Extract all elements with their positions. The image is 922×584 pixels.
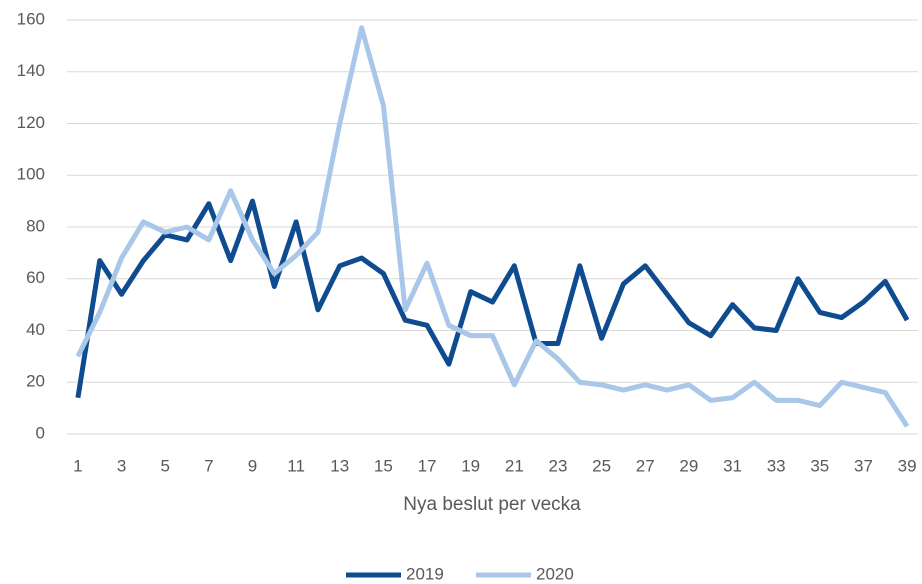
x-tick-label: 1 [73,456,82,475]
series-line [75,25,910,428]
y-tick-label: 0 [36,423,45,442]
x-tick-label: 31 [723,456,742,475]
y-tick-label: 20 [26,372,45,391]
y-tick-label: 140 [17,61,45,80]
x-tick-label: 19 [461,456,480,475]
x-tick-label: 23 [549,456,568,475]
x-axis-label: Nya beslut per vecka [403,494,581,515]
legend-label: 2020 [536,564,574,583]
y-tick-label: 60 [26,268,45,287]
x-tick-label: 17 [418,456,437,475]
x-tick-label: 33 [767,456,786,475]
x-tick-label: 25 [592,456,611,475]
y-tick-label: 80 [26,216,45,235]
x-tick-label: 3 [117,456,126,475]
y-tick-label: 160 [17,9,45,28]
x-tick-label: 37 [854,456,873,475]
y-tick-label: 40 [26,320,45,339]
x-tick-label: 15 [374,456,393,475]
x-tick-label: 5 [160,456,169,475]
series-line [75,198,910,399]
x-tick-label: 7 [204,456,213,475]
x-tick-label: 27 [636,456,655,475]
x-tick-label: 35 [810,456,829,475]
x-tick-label: 29 [679,456,698,475]
x-tick-label: 9 [248,456,257,475]
legend-label: 2019 [406,564,444,583]
x-tick-label: 11 [287,456,305,475]
y-tick-label: 100 [17,165,45,184]
x-tick-label: 39 [898,456,917,475]
x-tick-label: 13 [330,456,349,475]
x-tick-label: 21 [505,456,524,475]
y-tick-label: 120 [17,113,45,132]
